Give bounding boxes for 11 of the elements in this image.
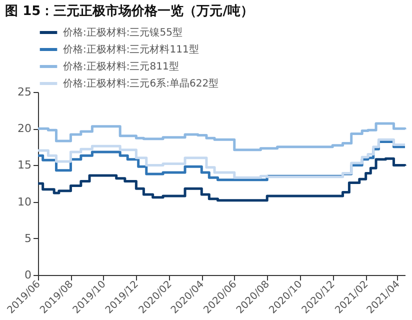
legend-label: 价格:正极材料:三元镍55型 xyxy=(62,26,182,38)
y-tick-label: 5 xyxy=(24,232,32,245)
chart-title: 图 15：三元正极市场价格一览（万元/吨） xyxy=(5,3,254,19)
y-tick-label: 10 xyxy=(18,195,32,208)
legend-label: 价格:正极材料:三元材料111型 xyxy=(62,44,199,56)
y-tick-label: 25 xyxy=(18,86,32,98)
y-tick-label: 15 xyxy=(18,158,32,172)
legend-label: 价格:正极材料:三元811型 xyxy=(62,60,179,72)
legend-label: 价格:正极材料:三元6系:单晶622型 xyxy=(62,78,219,90)
y-tick-label: 20 xyxy=(18,122,32,136)
y-tick-label: 0 xyxy=(24,268,32,282)
